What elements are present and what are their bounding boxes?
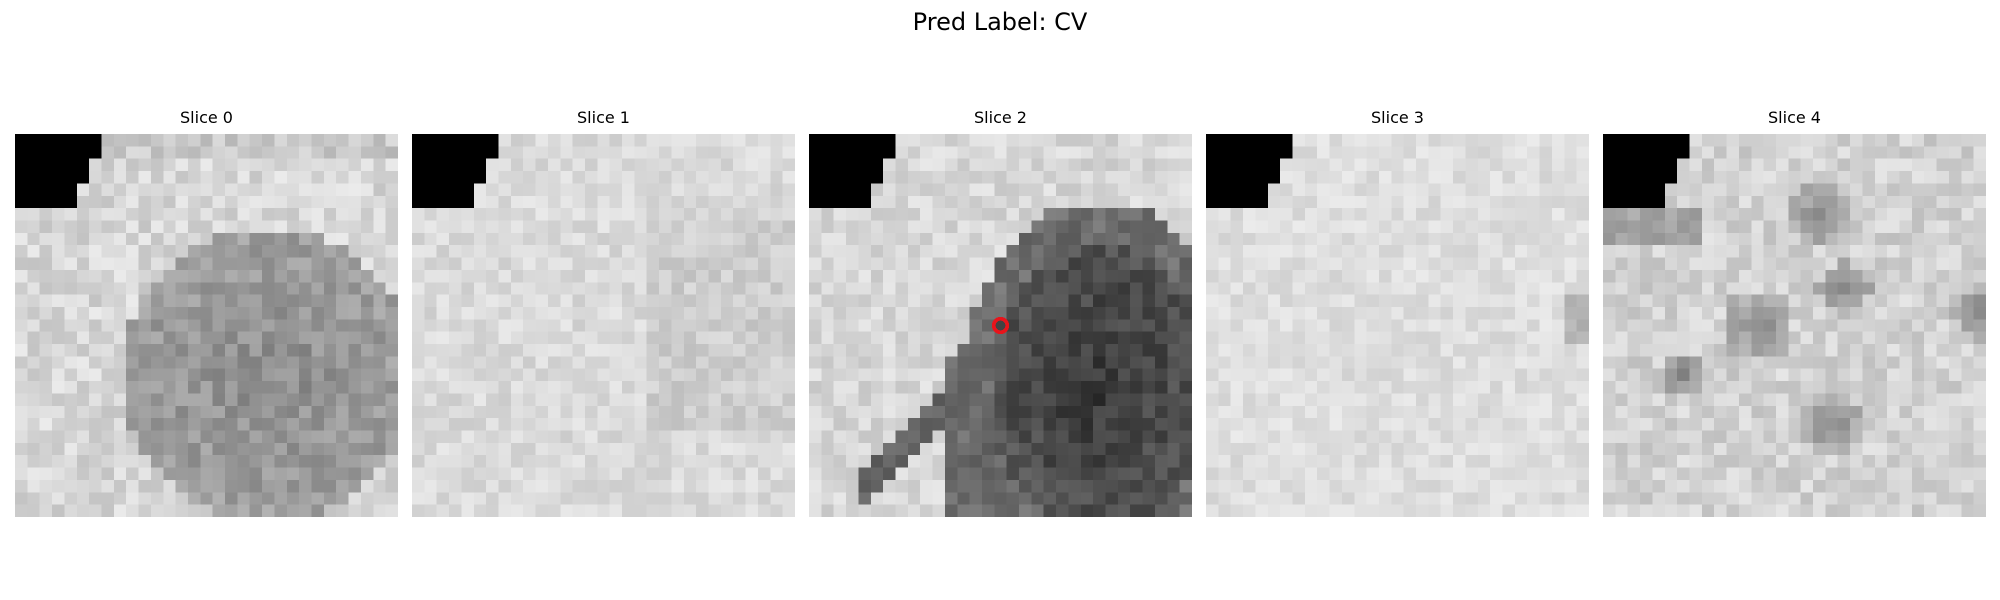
slice-title-4: Slice 4	[1768, 108, 1821, 127]
slice-image-0	[15, 134, 398, 517]
slice-title-2: Slice 2	[974, 108, 1027, 127]
slice-image-3	[1206, 134, 1589, 517]
slice-title-1: Slice 1	[577, 108, 630, 127]
slice-image-1	[412, 134, 795, 517]
slice-image-2	[809, 134, 1192, 517]
target-marker	[991, 316, 1010, 335]
slice-title-0: Slice 0	[180, 108, 233, 127]
figure-title: Pred Label: CV	[912, 8, 1088, 36]
slice-image-4	[1603, 134, 1986, 517]
slice-title-3: Slice 3	[1371, 108, 1424, 127]
